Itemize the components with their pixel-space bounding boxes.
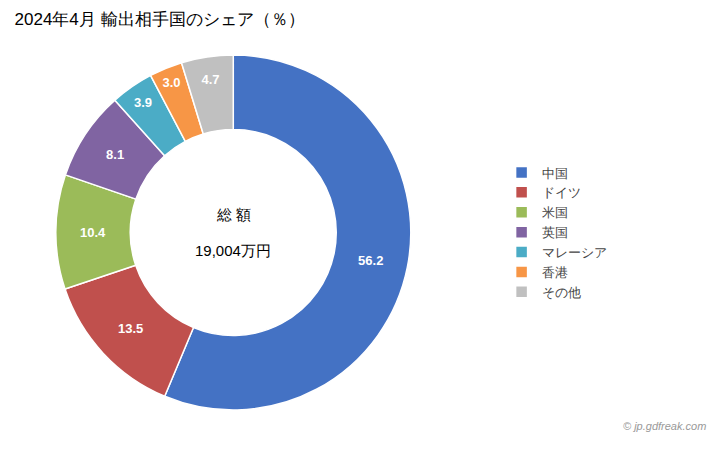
svg-text:8.1: 8.1 bbox=[106, 147, 124, 162]
svg-text:ドイツ: ドイツ bbox=[542, 185, 581, 200]
svg-text:10.4: 10.4 bbox=[80, 225, 106, 240]
svg-text:英国: 英国 bbox=[542, 225, 568, 240]
svg-text:総 額: 総 額 bbox=[216, 206, 251, 223]
svg-text:マレーシア: マレーシア bbox=[542, 245, 607, 260]
svg-text:2024年4月 輸出相手国のシェア（％）: 2024年4月 輸出相手国のシェア（％） bbox=[15, 10, 305, 29]
svg-text:4.7: 4.7 bbox=[201, 72, 219, 87]
svg-text:© jp.gdfreak.com: © jp.gdfreak.com bbox=[623, 420, 706, 432]
svg-text:香港: 香港 bbox=[542, 265, 568, 280]
svg-text:19,004万円: 19,004万円 bbox=[195, 242, 271, 259]
svg-text:中国: 中国 bbox=[542, 166, 568, 181]
svg-text:その他: その他 bbox=[542, 285, 581, 300]
svg-text:56.2: 56.2 bbox=[358, 253, 383, 268]
svg-text:米国: 米国 bbox=[542, 205, 568, 220]
svg-text:13.5: 13.5 bbox=[118, 321, 143, 336]
svg-text:3.9: 3.9 bbox=[134, 95, 152, 110]
svg-text:3.0: 3.0 bbox=[163, 75, 181, 90]
